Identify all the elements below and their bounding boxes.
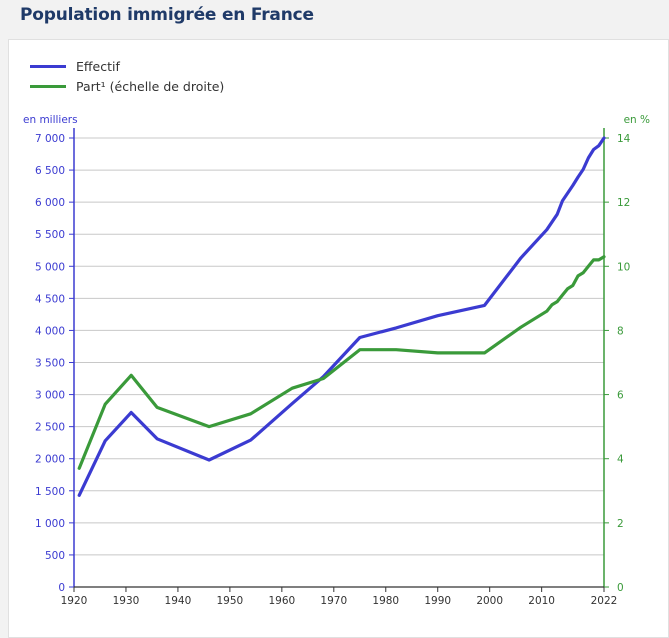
data-point-part-2013 bbox=[556, 300, 559, 303]
y-left-tick-label-6: 3 000 bbox=[35, 390, 65, 402]
data-point-effectif-1999 bbox=[483, 304, 486, 307]
x-tick-label-2: 1940 bbox=[165, 595, 192, 607]
x-tick-label-9: 2010 bbox=[528, 595, 555, 607]
x-tick-label-0: 1920 bbox=[61, 595, 88, 607]
data-point-effectif-2018 bbox=[582, 168, 585, 171]
data-point-effectif-1946 bbox=[207, 458, 210, 461]
chart-legend: Effectif Part¹ (échelle de droite) bbox=[30, 56, 224, 96]
data-point-effectif-1926 bbox=[104, 439, 107, 442]
y-left-tick-label-7: 3 500 bbox=[35, 358, 65, 370]
data-point-effectif-2017 bbox=[576, 176, 579, 179]
x-tick-label-6: 1980 bbox=[372, 595, 399, 607]
x-tick-label-5: 1970 bbox=[320, 595, 347, 607]
legend-label-effectif: Effectif bbox=[76, 58, 120, 74]
data-point-part-1946 bbox=[207, 425, 210, 428]
y-left-tick-label-1: 500 bbox=[45, 550, 65, 562]
data-point-effectif-2021 bbox=[597, 144, 600, 147]
data-point-part-2017 bbox=[576, 274, 579, 277]
page-title: Population immigrée en France bbox=[20, 5, 314, 25]
x-tick-label-1: 1930 bbox=[113, 595, 140, 607]
x-tick-label-3: 1950 bbox=[217, 595, 244, 607]
legend-item-effectif[interactable]: Effectif bbox=[30, 56, 224, 76]
series-line-effectif bbox=[77, 136, 606, 497]
legend-item-part[interactable]: Part¹ (échelle de droite) bbox=[30, 76, 224, 96]
data-point-part-2014 bbox=[561, 294, 564, 297]
data-point-effectif-2013 bbox=[556, 213, 559, 216]
y-right-tick-label-6: 12 bbox=[617, 197, 630, 209]
data-point-part-1931 bbox=[130, 374, 133, 377]
data-point-part-2016 bbox=[571, 284, 574, 287]
y-left-tick-label-2: 1 000 bbox=[35, 518, 65, 530]
data-point-part-2006 bbox=[519, 326, 522, 329]
y-left-tick-label-0: 0 bbox=[58, 582, 65, 594]
data-point-effectif-2011 bbox=[545, 228, 548, 231]
y-left-tick-label-5: 2 500 bbox=[35, 422, 65, 434]
y-left-tick-label-10: 5 000 bbox=[35, 261, 65, 273]
data-point-effectif-1975 bbox=[358, 336, 361, 339]
y-left-tick-label-3: 1 500 bbox=[35, 486, 65, 498]
data-point-part-2019 bbox=[587, 265, 590, 268]
legend-label-part: Part¹ (échelle de droite) bbox=[76, 78, 225, 94]
legend-swatch-part bbox=[30, 84, 66, 88]
y-right-unit-label: en % bbox=[624, 114, 650, 126]
y-right-tick-label-1: 2 bbox=[617, 518, 624, 530]
data-point-part-1968 bbox=[322, 377, 325, 380]
data-point-effectif-2014 bbox=[561, 199, 564, 202]
series-line-part bbox=[77, 255, 606, 470]
data-point-part-1999 bbox=[483, 351, 486, 354]
x-tick-label-8: 2000 bbox=[476, 595, 503, 607]
data-point-part-2021 bbox=[597, 258, 600, 261]
data-point-part-2020 bbox=[592, 258, 595, 261]
data-point-effectif-2019 bbox=[587, 156, 590, 159]
data-point-effectif-1931 bbox=[130, 411, 133, 414]
data-point-effectif-1921 bbox=[78, 494, 81, 497]
y-right-tick-label-3: 6 bbox=[617, 390, 624, 402]
x-tick-label-7: 1990 bbox=[424, 595, 451, 607]
data-point-effectif-1936 bbox=[156, 437, 159, 440]
x-tick-label-10: 2022 bbox=[591, 595, 618, 607]
data-point-effectif-1954 bbox=[249, 439, 252, 442]
y-right-tick-label-5: 10 bbox=[617, 261, 630, 273]
y-left-tick-label-9: 4 500 bbox=[35, 293, 65, 305]
y-left-tick-label-8: 4 000 bbox=[35, 325, 65, 337]
data-point-effectif-1982 bbox=[395, 326, 398, 329]
data-point-part-1926 bbox=[104, 403, 107, 406]
y-left-tick-label-4: 2 000 bbox=[35, 454, 65, 466]
data-point-part-1982 bbox=[395, 348, 398, 351]
data-point-part-2018 bbox=[582, 271, 585, 274]
data-point-effectif-1990 bbox=[436, 314, 439, 317]
data-point-effectif-2006 bbox=[519, 256, 522, 259]
x-tick-label-4: 1960 bbox=[268, 595, 295, 607]
y-left-tick-label-13: 6 500 bbox=[35, 165, 65, 177]
y-right-tick-label-2: 4 bbox=[617, 454, 624, 466]
legend-swatch-effectif bbox=[30, 64, 66, 68]
y-right-tick-label-0: 0 bbox=[617, 582, 624, 594]
data-point-part-2022 bbox=[602, 255, 605, 258]
data-point-part-1962 bbox=[291, 387, 294, 390]
data-point-effectif-2016 bbox=[571, 184, 574, 187]
data-point-part-1990 bbox=[436, 351, 439, 354]
data-point-part-1921 bbox=[78, 467, 81, 470]
data-point-part-1954 bbox=[249, 412, 252, 415]
data-point-effectif-1962 bbox=[291, 402, 294, 405]
series-points-effectif bbox=[78, 136, 606, 496]
y-right-tick-label-4: 8 bbox=[617, 325, 624, 337]
data-point-part-2012 bbox=[550, 303, 553, 306]
y-right-tick-label-7: 14 bbox=[617, 133, 631, 145]
y-left-tick-label-14: 7 000 bbox=[35, 133, 65, 145]
data-point-part-1975 bbox=[358, 348, 361, 351]
data-point-part-1936 bbox=[156, 406, 159, 409]
data-point-effectif-2022 bbox=[602, 136, 605, 139]
y-left-unit-label: en milliers bbox=[23, 114, 78, 126]
y-left-tick-label-11: 5 500 bbox=[35, 229, 65, 241]
data-point-effectif-2020 bbox=[592, 148, 595, 151]
y-left-tick-label-12: 6 000 bbox=[35, 197, 65, 209]
data-point-part-2015 bbox=[566, 287, 569, 290]
data-point-part-2011 bbox=[545, 310, 548, 313]
